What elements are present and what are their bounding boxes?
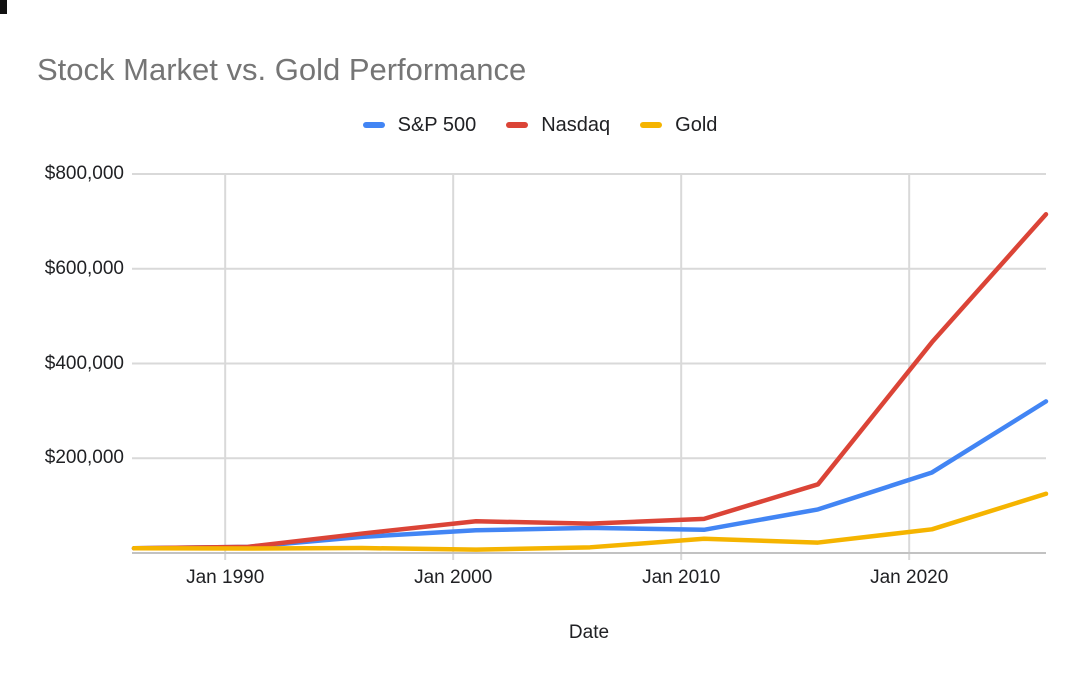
- x-axis-title: Date: [568, 622, 610, 643]
- legend-label: S&P 500: [397, 114, 477, 136]
- legend-label: Gold: [675, 114, 718, 136]
- x-axis-tick-label: Jan 2010: [642, 567, 721, 588]
- legend-swatch-icon: [640, 122, 663, 128]
- screen-corner-artifact: [0, 0, 7, 14]
- legend-item-gold: Gold: [640, 112, 717, 138]
- legend-item-s-p-500: S&P 500: [362, 112, 477, 138]
- y-axis-tick-label: $800,000: [44, 163, 124, 184]
- legend-item-nasdaq: Nasdaq: [506, 112, 610, 138]
- y-axis-tick-label: $600,000: [44, 257, 124, 279]
- legend-label: Nasdaq: [541, 114, 611, 136]
- x-axis-tick-label: Jan 2000: [414, 567, 493, 588]
- y-axis-tick-label: $200,000: [44, 447, 124, 469]
- x-axis-tick-label: Jan 2020: [870, 567, 949, 588]
- chart-legend: S&P 500 Nasdaq Gold: [0, 112, 1080, 138]
- chart-title: Stock Market vs. Gold Performance: [37, 52, 527, 87]
- series-line-gold: [131, 491, 1049, 552]
- series-line-nasdaq: [131, 212, 1049, 551]
- legend-swatch-icon: [506, 122, 529, 128]
- y-axis-tick-label: $400,000: [44, 352, 124, 374]
- x-axis-tick-label: Jan 1990: [186, 567, 265, 588]
- legend-swatch-icon: [362, 122, 385, 128]
